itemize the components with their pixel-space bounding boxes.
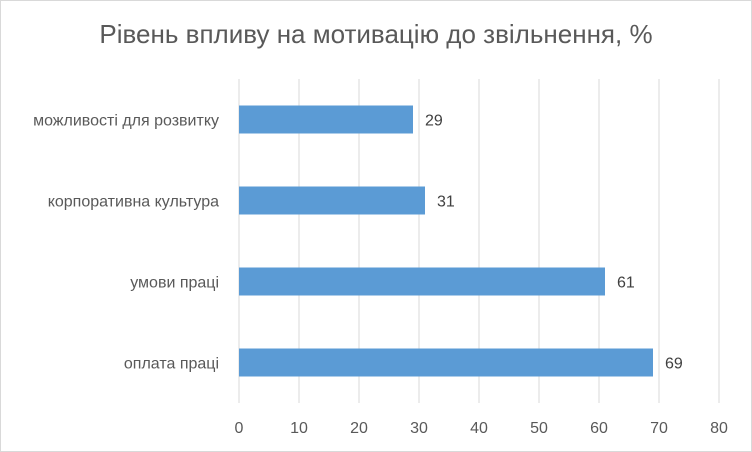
bar xyxy=(239,348,653,377)
data-label: 31 xyxy=(437,194,455,211)
x-tick-label: 70 xyxy=(650,420,668,437)
bar xyxy=(239,186,425,215)
x-tick-label: 20 xyxy=(350,420,368,437)
chart-title: Рівень впливу на мотивацію до звільнення… xyxy=(99,19,653,49)
category-label: умови праці xyxy=(130,275,219,292)
data-label: 61 xyxy=(617,275,635,292)
x-tick-label: 30 xyxy=(410,420,428,437)
x-tick-label: 0 xyxy=(235,420,244,437)
bar xyxy=(239,105,413,134)
data-label: 29 xyxy=(425,113,443,130)
x-tick-label: 40 xyxy=(470,420,488,437)
category-label: корпоративна культура xyxy=(48,194,219,211)
bar xyxy=(239,267,605,296)
x-tick-label: 50 xyxy=(530,420,548,437)
x-tick-label: 80 xyxy=(710,420,728,437)
data-label: 69 xyxy=(665,356,683,373)
category-label: оплата праці xyxy=(124,356,219,373)
x-tick-label: 10 xyxy=(290,420,308,437)
category-label: можливості для розвитку xyxy=(33,113,219,130)
x-tick-label: 60 xyxy=(590,420,608,437)
